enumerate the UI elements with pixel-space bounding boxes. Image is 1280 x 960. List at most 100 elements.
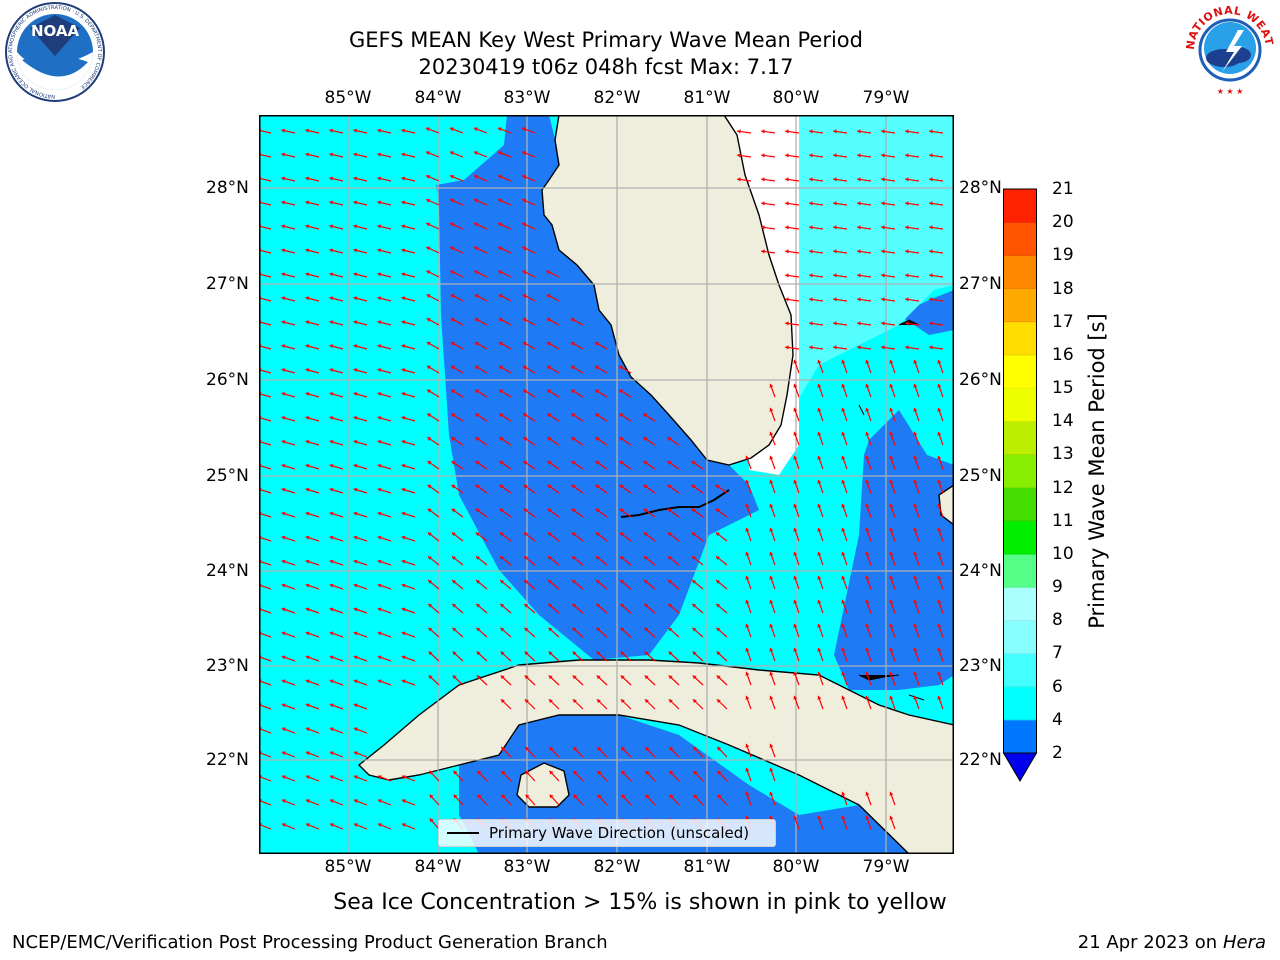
wave-arrow-head [745,599,750,604]
wave-arrow-head [769,383,774,388]
wave-arrow-head [833,249,837,254]
wave-arrow-head [889,815,894,820]
wave-arrow-head [857,273,861,278]
wave-arrow-head [426,318,431,322]
wave-arrow-head [524,675,529,680]
wave-arrow-head [474,198,479,203]
wave-arrow-head [377,655,382,660]
wave-arrow-head [937,623,942,628]
lon-label-top: 79°W [862,88,910,108]
wave-arrow-head [329,655,334,660]
wave-arrow-head [476,651,481,656]
wave-arrow-head [571,461,576,465]
wave-arrow-head [500,651,505,656]
wave-arrow-head [913,551,918,556]
wave-arrow-head [475,484,480,489]
wave-arrow-head [865,503,870,508]
wave-arrow-head [474,174,479,179]
wave-arrow-head [865,479,870,484]
wave-arrow-head [451,437,456,441]
wave-arrow-head [769,455,774,460]
wave-arrow-head [841,623,846,628]
wave-arrow-head [329,559,334,564]
wave-arrow-head [523,389,528,394]
wave-arrow-head [905,321,909,326]
colorbar-tick-label: 7 [1052,643,1063,664]
lat-label-left: 23°N [206,656,249,676]
wave-arrow-head [905,153,909,158]
wave-arrow-head [570,318,575,322]
wave-arrow-head [619,508,624,513]
wave-arrow-head [571,508,576,513]
wave-arrow-head [377,415,382,421]
wave-arrow-head [857,297,861,302]
wave-arrow-head [401,296,406,301]
colorbar-tick-label: 6 [1052,676,1063,697]
wave-arrow-head [353,224,358,229]
wave-arrow-head [571,532,576,537]
isle-of-youth-land [516,762,570,808]
lon-label-top: 80°W [772,88,820,108]
wave-arrow-head [929,321,933,326]
wave-arrow-head [809,201,813,206]
wave-arrow-head [524,580,529,584]
wave-arrow-head [905,225,909,230]
wave-arrow-head [793,647,798,652]
footer-date-text: 21 Apr 2023 on [1077,932,1223,953]
wave-arrow-head [353,296,358,301]
wave-arrow-head [667,484,672,489]
wave-arrow-head [401,679,406,684]
wave-arrow-head [929,129,933,134]
wave-arrow-head [881,321,885,326]
wave-arrow-head [329,631,334,636]
wave-arrow-head [498,294,503,298]
wave-arrow-head [913,359,918,364]
wave-arrow-head [857,177,861,182]
wave-arrow-head [620,699,625,704]
wave-arrow-head [905,273,909,278]
wave-arrow-head [501,770,506,775]
wave-arrow-head [427,484,432,489]
wave-arrow-head [476,675,481,680]
wave-arrow-head [353,511,358,516]
wave-arrow-head [522,294,527,298]
wave-arrow-head [475,508,480,513]
colorbar-segment [1003,421,1037,455]
wave-arrow-head [305,631,310,636]
wave-arrow-head [281,607,286,612]
wave-arrow-head [572,556,576,561]
wave-arrow-head [937,671,942,676]
wave-arrow-head [281,392,286,397]
wave-arrow-head [353,559,358,564]
wave-arrow-head [793,383,798,388]
wave-arrow-head [865,551,870,556]
wave-arrow-head [353,799,358,804]
wave-arrow-head [905,129,909,134]
wave-arrow-head [377,559,382,564]
wave-arrow-head [745,647,750,652]
wave-arrow-head [595,389,600,394]
wave-arrow-head [427,437,432,441]
wave-arrow-head [451,484,456,489]
wave-arrow-head [761,201,765,206]
wave-arrow-head [620,675,625,680]
wave-arrow-head [452,651,457,656]
wave-arrow-head [570,341,575,346]
wave-arrow-head [377,607,382,612]
legend-line-sample [447,832,479,834]
wave-arrow-head [841,383,846,388]
wave-arrow-head [547,389,552,394]
ocean-light-region-northeast [751,115,954,415]
wave-arrow-head [401,439,406,445]
wave-arrow-head [377,775,382,780]
wave-arrow-head [353,128,358,133]
colorbar-tick-label: 2 [1052,743,1063,763]
wave-arrow-head [476,580,481,584]
wave-arrow-head [809,297,813,302]
wave-arrow-head [477,794,482,799]
wave-arrow-head [401,775,406,780]
wave-arrow-head [769,599,774,604]
wave-arrow-head [377,248,382,253]
wave-arrow-head [619,413,624,418]
wave-arrow-head [475,437,480,441]
